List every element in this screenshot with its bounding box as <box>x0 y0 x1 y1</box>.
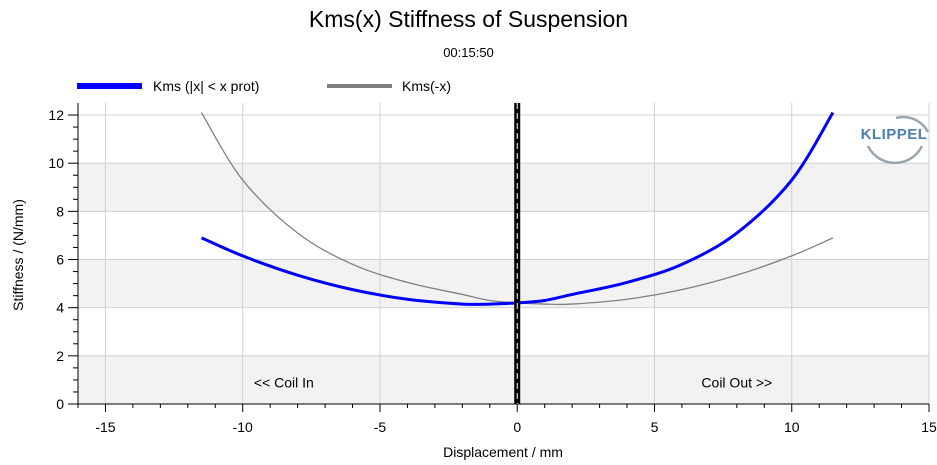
klippel-logo-arc-bottom <box>866 145 924 165</box>
x-axis-label: Displacement / mm <box>443 444 563 460</box>
chart-subtitle: 00:15:50 <box>443 45 494 60</box>
klippel-logo: KLIPPEL <box>861 115 930 165</box>
y-tick-label: 12 <box>48 107 64 123</box>
klippel-logo-arc-top <box>895 115 930 133</box>
chart-title: Kms(x) Stiffness of Suspension <box>308 6 629 32</box>
x-tick-label: 5 <box>651 419 659 435</box>
annotations: << Coil In Coil Out >> <box>254 374 772 390</box>
x-tick-label: -10 <box>233 419 253 435</box>
legend-label-kms: Kms (|x| < x prot) <box>153 78 259 94</box>
y-tick-label: 6 <box>56 252 64 268</box>
shaded-band <box>78 259 929 308</box>
klippel-logo-text: KLIPPEL <box>861 126 928 143</box>
x-tick-label: 10 <box>784 419 800 435</box>
axis-ticks: -15 -10 -5 0 5 10 15 0 2 4 6 8 10 12 <box>48 107 937 435</box>
x-tick-label: -15 <box>95 419 115 435</box>
annotation-label: Coil Out >> <box>701 374 772 390</box>
x-tick-label: 15 <box>921 419 937 435</box>
x-tick-label: -5 <box>374 419 387 435</box>
y-tick-label: 10 <box>48 155 64 171</box>
y-tick-label: 4 <box>56 300 64 316</box>
y-tick-label: 2 <box>56 348 64 364</box>
y-tick-label: 8 <box>56 203 64 219</box>
shaded-band <box>78 355 929 404</box>
shaded-band <box>78 163 929 212</box>
y-axis-label: Stiffness / (N/mm) <box>10 199 26 311</box>
annotation-label: << Coil In <box>254 374 314 390</box>
shaded-bands <box>78 163 929 404</box>
legend: Kms (|x| < x prot) Kms(-x) <box>77 78 451 94</box>
grid-lines <box>78 103 930 404</box>
y-tick-label: 0 <box>56 396 64 412</box>
x-tick-label: 0 <box>513 419 521 435</box>
legend-label-kms-neg: Kms(-x) <box>402 78 451 94</box>
axes <box>77 103 929 405</box>
